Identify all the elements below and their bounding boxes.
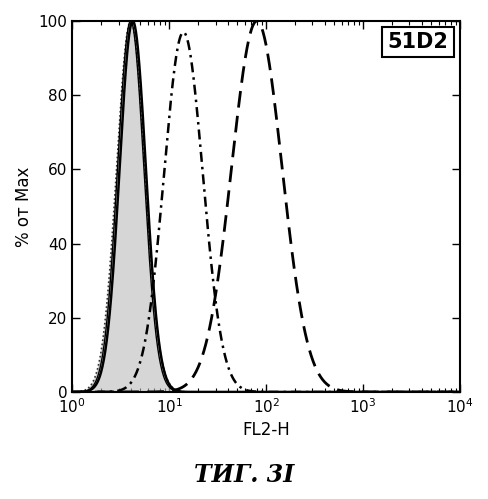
Y-axis label: % от Max: % от Max <box>15 166 33 247</box>
Text: ΤИГ. 3I: ΤИГ. 3I <box>194 463 294 487</box>
Text: 51D2: 51D2 <box>387 32 447 52</box>
X-axis label: FL2-H: FL2-H <box>242 421 289 439</box>
